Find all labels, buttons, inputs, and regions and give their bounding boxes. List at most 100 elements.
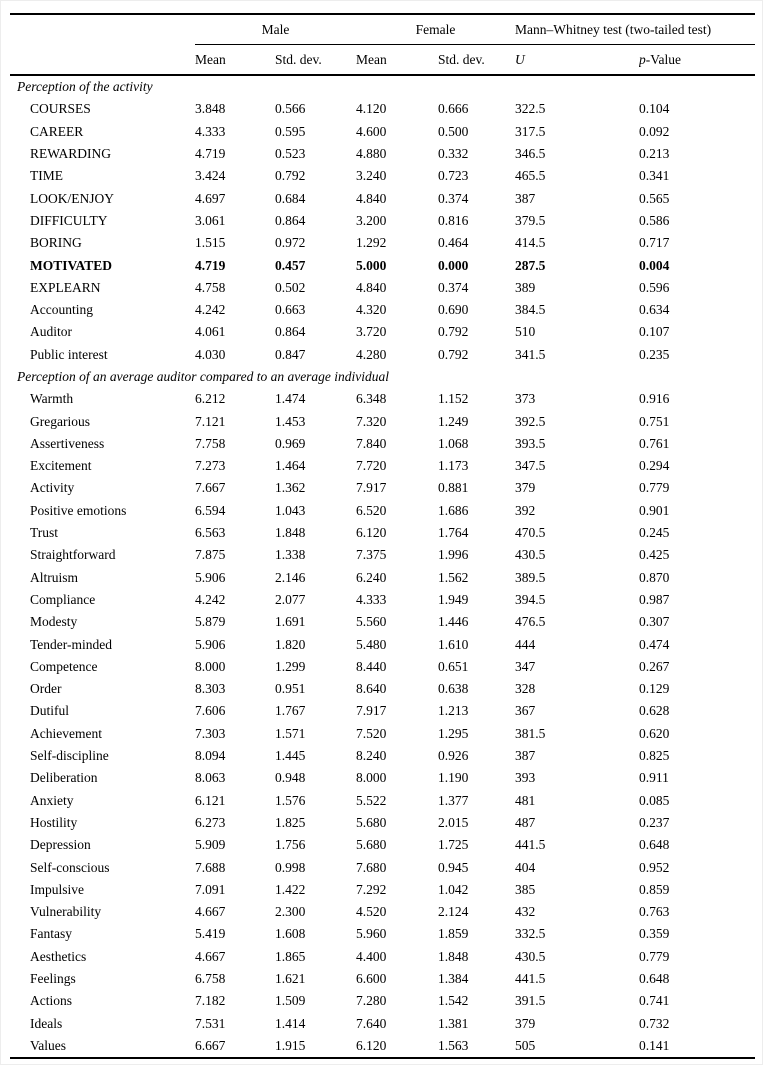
table-row: Ideals 7.531 1.414 7.640 1.381 379 0.732: [10, 1012, 755, 1034]
row-label: Public interest: [30, 346, 108, 362]
row-label: Anxiety: [30, 792, 74, 808]
cell-female_mean: 4.840: [356, 279, 387, 295]
table-row: Vulnerability 4.667 2.300 4.520 2.124 432 0.76…: [10, 901, 755, 923]
cell-u: 441.5: [515, 837, 546, 853]
cell-female_mean: 5.680: [356, 814, 387, 830]
cell-female_sd: 1.686: [438, 502, 469, 518]
cell-female_mean: 5.480: [356, 636, 387, 652]
row-label: Aesthetics: [30, 948, 87, 964]
cell-female_mean: 4.333: [356, 591, 387, 607]
table-row: Tender-minded 5.906 1.820 5.480 1.610 444 0.47…: [10, 633, 755, 655]
cell-female_sd: 1.859: [438, 926, 469, 942]
cell-male_mean: 8.094: [195, 748, 226, 764]
column-header-female-mean: Mean: [356, 44, 438, 76]
table-row: Achievement 7.303 1.571 7.520 1.295 381.5 0.62…: [10, 723, 755, 745]
group-header-empty: [10, 14, 195, 45]
cell-u: 470.5: [515, 525, 546, 541]
cell-female_sd: 0.945: [438, 859, 469, 875]
cell-female_mean: 4.600: [356, 123, 387, 139]
cell-female_sd: 1.725: [438, 837, 469, 853]
cell-male_sd: 1.464: [275, 458, 306, 474]
cell-female_sd: 0.792: [438, 346, 469, 362]
cell-male_sd: 0.502: [275, 279, 306, 295]
row-label: Depression: [30, 837, 91, 853]
cell-p: 0.213: [639, 146, 670, 162]
cell-female_mean: 4.880: [356, 146, 387, 162]
row-label: DIFFICULTY: [30, 212, 108, 228]
cell-u: 404: [515, 859, 536, 875]
cell-u: 432: [515, 904, 536, 920]
cell-u: 430.5: [515, 547, 546, 563]
cell-male_mean: 6.121: [195, 792, 226, 808]
column-header-empty: [10, 44, 195, 76]
cell-female_sd: 0.464: [438, 235, 469, 251]
cell-u: 465.5: [515, 168, 546, 184]
table-row: Trust 6.563 1.848 6.120 1.764 470.5 0.245: [10, 522, 755, 544]
table-row: Straightforward 7.875 1.338 7.375 1.996 430.5…: [10, 544, 755, 566]
cell-p: 0.761: [639, 435, 670, 451]
cell-male_sd: 1.767: [275, 703, 306, 719]
row-label: TIME: [30, 168, 63, 184]
table-row: Hostility 6.273 1.825 5.680 2.015 487 0.237: [10, 812, 755, 834]
column-header-female-std: Std. dev.: [438, 44, 515, 76]
cell-female_sd: 0.374: [438, 190, 469, 206]
table-row: EXPLEARN 4.758 0.502 4.840 0.374 389 0.596: [10, 277, 755, 299]
cell-p: 0.628: [639, 703, 670, 719]
cell-male_mean: 8.303: [195, 681, 226, 697]
cell-male_sd: 1.825: [275, 814, 306, 830]
table-row: MOTIVATED 4.719 0.457 5.000 0.000 287.5 0.004: [10, 254, 755, 276]
cell-male_sd: 0.457: [275, 257, 306, 273]
row-label: Deliberation: [30, 770, 98, 786]
cell-female_sd: 2.124: [438, 904, 469, 920]
cell-p: 0.341: [639, 168, 670, 184]
section-header-row: Perception of an average auditor compare…: [10, 366, 755, 388]
cell-female_sd: 1.295: [438, 725, 469, 741]
cell-male_mean: 7.758: [195, 435, 226, 451]
cell-u: 332.5: [515, 926, 546, 942]
cell-u: 476.5: [515, 614, 546, 630]
cell-female_sd: 0.332: [438, 146, 469, 162]
cell-female_sd: 1.996: [438, 547, 469, 563]
table-row: Feelings 6.758 1.621 6.600 1.384 441.5 0.648: [10, 968, 755, 990]
table-row: Deliberation 8.063 0.948 8.000 1.190 393 0.911: [10, 767, 755, 789]
cell-female_sd: 1.764: [438, 525, 469, 541]
cell-female_mean: 7.520: [356, 725, 387, 741]
cell-male_sd: 1.691: [275, 614, 306, 630]
cell-p: 0.870: [639, 569, 670, 585]
cell-female_sd: 1.563: [438, 1037, 469, 1053]
cell-female_mean: 3.720: [356, 324, 387, 340]
row-label: Modesty: [30, 614, 78, 630]
cell-p: 0.085: [639, 792, 670, 808]
row-label: MOTIVATED: [30, 257, 113, 273]
cell-female_sd: 1.949: [438, 591, 469, 607]
cell-u: 322.5: [515, 101, 546, 117]
cell-female_sd: 1.173: [438, 458, 469, 474]
table-row: Modesty 5.879 1.691 5.560 1.446 476.5 0.307: [10, 611, 755, 633]
cell-female_sd: 1.249: [438, 413, 469, 429]
column-header-p-value: p-Value: [639, 44, 756, 76]
cell-male_sd: 0.847: [275, 346, 306, 362]
p-value-italic-part: p: [639, 51, 646, 67]
row-label: BORING: [30, 235, 82, 251]
cell-p: 0.267: [639, 658, 670, 674]
cell-u: 341.5: [515, 346, 546, 362]
row-label: Compliance: [30, 591, 96, 607]
cell-male_sd: 0.864: [275, 212, 306, 228]
row-label: Straightforward: [30, 547, 116, 563]
cell-male_sd: 1.453: [275, 413, 306, 429]
table-row: Excitement 7.273 1.464 7.720 1.173 347.5 0.294: [10, 455, 755, 477]
cell-female_mean: 8.000: [356, 770, 387, 786]
cell-female_sd: 1.562: [438, 569, 469, 585]
column-header-row: Mean Std. dev. Mean Std. dev. U p-Value: [10, 44, 756, 76]
cell-female_sd: 1.446: [438, 614, 469, 630]
cell-male_sd: 0.566: [275, 101, 306, 117]
cell-male_sd: 1.576: [275, 792, 306, 808]
cell-female_mean: 7.320: [356, 413, 387, 429]
cell-male_sd: 0.523: [275, 146, 306, 162]
section-title: Perception of the activity: [17, 79, 153, 95]
row-label: Auditor: [30, 324, 72, 340]
cell-u: 444: [515, 636, 536, 652]
cell-female_mean: 4.320: [356, 302, 387, 318]
cell-male_sd: 1.338: [275, 547, 306, 563]
